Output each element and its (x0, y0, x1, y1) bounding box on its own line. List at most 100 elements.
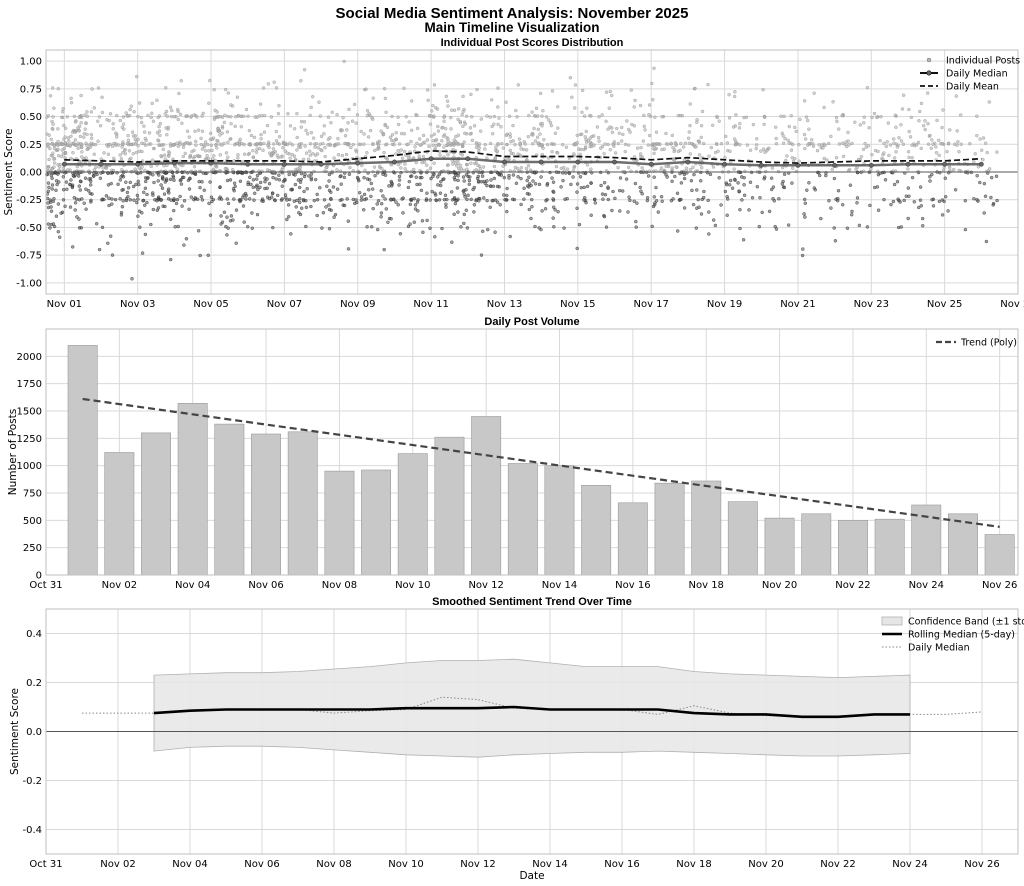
post-point (371, 206, 375, 211)
post-point (803, 215, 807, 219)
post-point (379, 215, 383, 219)
x-tick-label: Nov 12 (460, 859, 495, 870)
post-point (183, 151, 187, 156)
post-point (918, 198, 923, 202)
post-point (518, 142, 522, 146)
post-point (513, 165, 518, 170)
post-point (199, 142, 203, 147)
bar (947, 513, 978, 576)
post-point (613, 151, 618, 155)
post-point (223, 113, 227, 117)
post-point (761, 88, 765, 92)
post-point (585, 184, 590, 189)
post-point (304, 151, 309, 155)
post-point (251, 149, 255, 153)
post-point (444, 94, 448, 99)
post-point (213, 115, 217, 119)
post-point (126, 138, 131, 142)
post-point (672, 149, 676, 154)
post-point (143, 168, 147, 173)
post-point (169, 114, 174, 119)
post-point (46, 189, 51, 193)
post-point (505, 142, 509, 147)
post-point (491, 184, 496, 188)
post-point (287, 172, 291, 177)
post-point (818, 173, 822, 178)
post-point (804, 137, 808, 141)
post-point (414, 175, 418, 179)
post-point (633, 181, 638, 186)
post-point (763, 115, 767, 119)
post-point (340, 153, 345, 158)
post-point (143, 176, 148, 180)
post-point (653, 115, 657, 119)
plot-frame (45, 328, 1019, 576)
post-point (589, 213, 593, 217)
post-point (96, 86, 101, 90)
post-point (61, 166, 66, 171)
post-point (526, 164, 531, 168)
post-point (174, 201, 179, 206)
post-point (917, 119, 921, 123)
post-point (697, 153, 702, 157)
post-point (56, 202, 61, 206)
post-point (290, 152, 294, 157)
post-point (400, 156, 405, 160)
post-point (472, 124, 477, 128)
post-point (708, 172, 713, 177)
post-point (276, 111, 281, 116)
post-point (522, 140, 526, 144)
post-point (129, 104, 133, 108)
daily-median-marker (758, 162, 764, 168)
post-point (238, 179, 243, 183)
post-point (401, 211, 405, 215)
post-point (156, 206, 161, 210)
bar (837, 519, 868, 576)
post-point (318, 114, 322, 118)
post-point (283, 193, 288, 197)
post-point (660, 147, 664, 152)
post-point (93, 142, 98, 147)
post-point (274, 129, 278, 134)
post-point (733, 90, 737, 94)
x-tick-label: Nov 04 (175, 580, 210, 591)
post-point (79, 145, 84, 149)
post-point (530, 110, 534, 114)
post-point (61, 107, 65, 111)
post-point (261, 86, 266, 90)
post-point (593, 197, 597, 201)
post-point (167, 191, 171, 195)
post-point (975, 133, 979, 138)
post-point (45, 196, 50, 201)
post-point (784, 158, 788, 163)
post-point (79, 93, 83, 98)
post-point (556, 105, 560, 109)
post-point (349, 145, 353, 150)
post-point (128, 107, 132, 112)
post-point (272, 142, 276, 146)
post-point (626, 210, 630, 214)
post-point (415, 141, 419, 146)
post-point (450, 190, 454, 194)
plot-frame (45, 49, 1019, 295)
post-point (356, 177, 360, 181)
post-point (425, 138, 430, 142)
post-point (209, 143, 213, 148)
post-point (921, 224, 925, 228)
post-point (593, 201, 597, 205)
post-point (62, 146, 66, 151)
post-point (582, 198, 586, 202)
post-point (782, 172, 787, 176)
post-point (456, 178, 460, 183)
post-point (149, 164, 153, 169)
legend-posts-swatch (926, 57, 932, 63)
post-point (888, 143, 893, 147)
post-point (100, 110, 105, 115)
post-point (820, 143, 824, 147)
post-point (787, 124, 791, 129)
post-point (632, 199, 636, 203)
post-point (76, 174, 81, 178)
post-point (193, 129, 197, 133)
post-point (311, 136, 316, 140)
post-point (263, 180, 267, 184)
